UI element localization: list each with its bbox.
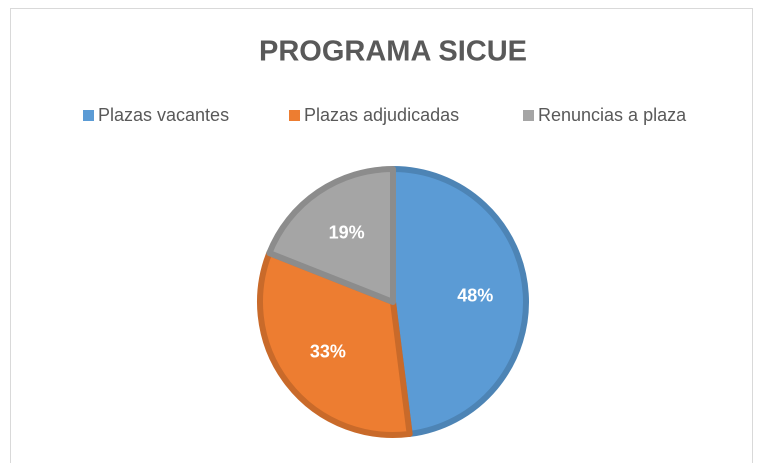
legend-label: Plazas vacantes xyxy=(98,105,229,125)
legend-swatch xyxy=(289,110,300,121)
legend-swatch xyxy=(83,110,94,121)
value-label: 19% xyxy=(329,223,365,243)
pie-slice xyxy=(390,166,529,437)
pie-slice xyxy=(266,166,396,305)
legend-swatch xyxy=(523,110,534,121)
value-label: 48% xyxy=(457,286,493,306)
legend-label: Plazas adjudicadas xyxy=(304,105,459,125)
chart-title: PROGRAMA SICUE xyxy=(259,36,527,68)
pie-slice xyxy=(257,250,413,438)
value-label: 33% xyxy=(310,341,346,361)
legend-label: Renuncias a plaza xyxy=(538,105,687,125)
